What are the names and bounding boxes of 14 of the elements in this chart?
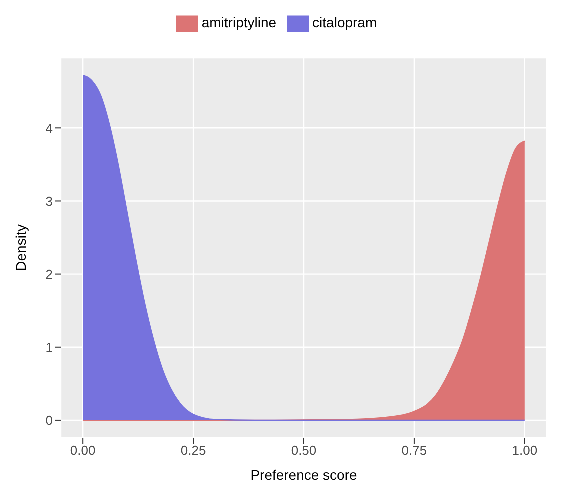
x-tick-label: 1.00	[512, 443, 538, 458]
x-tick-label: 0.50	[291, 443, 317, 458]
x-tick-label: 0.00	[70, 443, 96, 458]
x-tick-label: 0.75	[402, 443, 428, 458]
legend-label: amitriptyline	[202, 14, 277, 31]
x-axis-title: Preference score	[250, 467, 358, 483]
y-tick-label: 0	[46, 413, 53, 428]
y-tick-label: 1	[46, 340, 53, 355]
legend-label: citalopram	[312, 14, 378, 31]
x-tick-label: 0.25	[180, 443, 206, 458]
y-tick-label: 3	[46, 194, 53, 209]
y-axis-title: Density	[12, 224, 29, 272]
y-tick-label: 4	[46, 120, 53, 136]
y-tick-label: 2	[46, 266, 53, 282]
